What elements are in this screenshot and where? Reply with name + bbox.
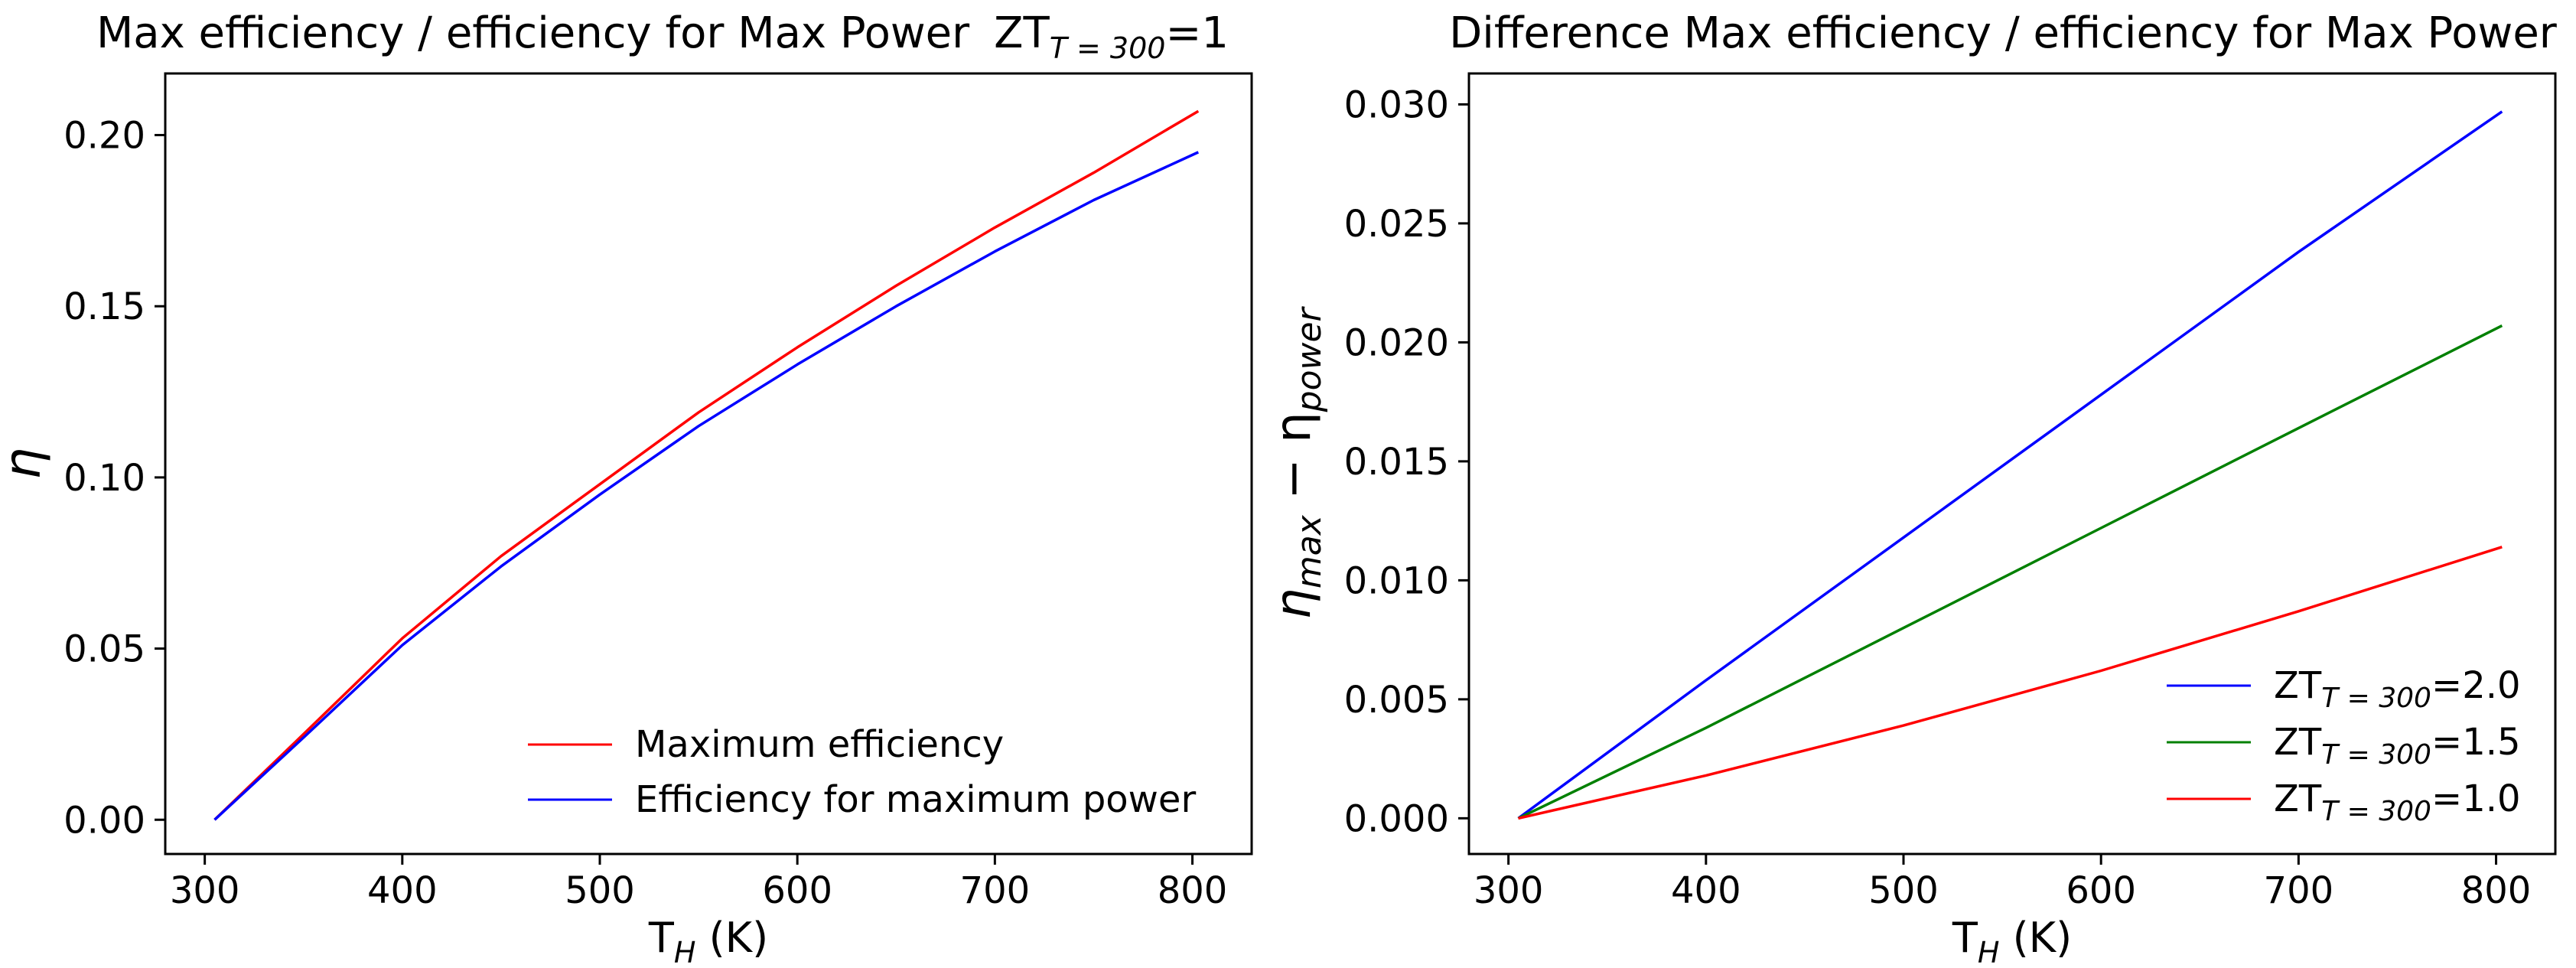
chart-right-legend-box [2150,660,2540,836]
xtick-label-600: 600 [2066,869,2136,912]
ytick-label-3: 0.015 [1344,441,1449,484]
ytick-label-0: 0.000 [1344,797,1449,840]
chart-right: Difference Max efficiency / efficiency f… [1265,8,2558,968]
chart-right-axes-frame [1467,72,2557,856]
series-line-zt-t-300-1-0 [1518,546,2503,820]
chart-left-ticks: 300 400 500 600 700 800 0.00 0.05 0.10 0.15 0.20 [64,115,1227,912]
ytick-label-2: 0.010 [1344,559,1449,602]
chart-right-legend: ZTT = 300=2.0 ZTT = 300=1.5 ZTT = 300=1.… [2150,660,2540,836]
xtick-label-800: 800 [1158,869,1228,912]
chart-left-legend-box [513,704,1236,834]
legend-label-maximum-efficiency: Maximum efficiency [635,723,1004,766]
ytick-label-0: 0.00 [64,799,145,842]
xtick-label-800: 800 [2461,869,2532,912]
xtick-label-500: 500 [1868,869,1939,912]
xtick-label-400: 400 [1671,869,1741,912]
series-line-zt-t-300-2-0 [1517,110,2503,820]
ytick-label-4: 0.20 [64,115,145,158]
ytick-label-5: 0.025 [1344,203,1449,246]
xtick-label-700: 700 [2264,869,2334,912]
legend-label-zt-2-0: ZTT = 300=2.0 [2274,664,2521,714]
chart-right-ticks: 300 400 500 600 700 800 0.000 0.005 0.010 0.015 0.… [1344,83,2532,912]
xtick-label-300: 300 [1474,869,1544,912]
series-line-efficiency-for-maximum-power [213,151,1200,821]
chart-left: Max efficiency / efficiency for Max Powe… [0,8,1253,968]
xtick-label-300: 300 [170,869,240,912]
ytick-label-1: 0.005 [1344,679,1449,722]
legend-label-zt-1-5: ZTT = 300=1.5 [2274,721,2521,771]
chart-right-title: Difference Max efficiency / efficiency f… [1449,8,2558,58]
chart-right-series [1517,110,2503,820]
series-line-zt-t-300-1-5 [1517,324,2503,820]
chart-right-xlabel: TH (K) [1952,914,2072,968]
legend-label-efficiency-max-power: Efficiency for maximum power [635,778,1196,821]
chart-right-ylabel: ηmax − ηpower [1265,305,1329,619]
chart-left-axes-frame [164,72,1253,856]
ytick-label-2: 0.10 [64,457,145,500]
xtick-label-400: 400 [367,869,438,912]
chart-left-xlabel: TH (K) [648,914,768,968]
legend-label-zt-1-0: ZTT = 300=1.0 [2274,777,2521,827]
ytick-label-6: 0.030 [1344,83,1449,126]
chart-left-series [213,109,1200,821]
xtick-label-600: 600 [762,869,832,912]
chart-left-ylabel: η [0,448,52,480]
xtick-label-700: 700 [960,869,1031,912]
series-line-maximum-efficiency [213,109,1200,821]
ytick-label-3: 0.15 [64,285,145,328]
chart-left-legend: Maximum efficiency Efficiency for maximu… [513,704,1236,834]
chart-left-title: Max efficiency / efficiency for Max Powe… [96,8,1229,65]
xtick-label-500: 500 [565,869,635,912]
ytick-label-1: 0.05 [64,628,145,671]
ytick-label-4: 0.020 [1344,321,1449,364]
